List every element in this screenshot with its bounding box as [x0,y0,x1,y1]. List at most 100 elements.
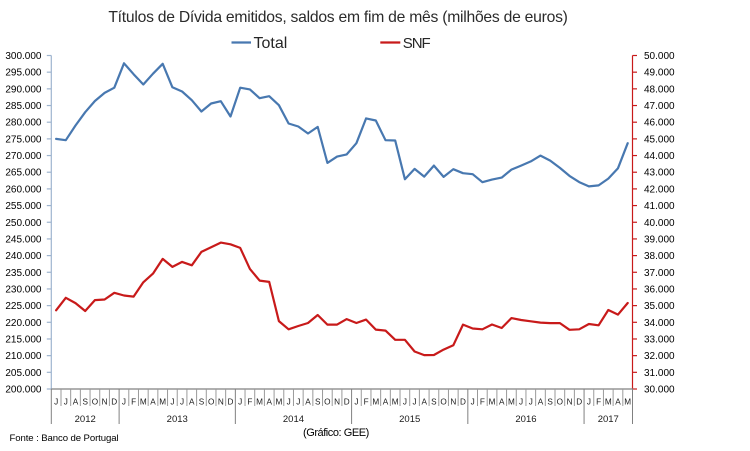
svg-text:S: S [431,398,437,407]
svg-text:Total: Total [254,35,288,52]
svg-text:A: A [615,398,621,407]
svg-text:N: N [567,398,573,407]
svg-text:270.000: 270.000 [5,151,42,162]
svg-text:J: J [471,398,475,407]
svg-text:O: O [324,398,330,407]
svg-text:F: F [131,398,136,407]
svg-text:38.000: 38.000 [644,251,675,262]
svg-text:A: A [73,398,79,407]
svg-text:M: M [140,398,147,407]
svg-text:M: M [276,398,283,407]
svg-text:225.000: 225.000 [5,301,42,312]
svg-text:F: F [364,398,369,407]
svg-text:F: F [480,398,485,407]
svg-text:275.000: 275.000 [5,134,42,145]
svg-text:M: M [508,398,515,407]
svg-text:33.000: 33.000 [644,334,675,345]
svg-text:45.000: 45.000 [644,134,675,145]
svg-text:43.000: 43.000 [644,168,675,179]
svg-text:D: D [228,398,234,407]
svg-text:M: M [489,398,496,407]
svg-text:J: J [403,398,407,407]
svg-text:S: S [199,398,205,407]
svg-text:S: S [315,398,321,407]
svg-text:255.000: 255.000 [5,201,42,212]
svg-text:J: J [238,398,242,407]
svg-text:M: M [605,398,612,407]
svg-text:N: N [102,398,108,407]
svg-text:280.000: 280.000 [5,118,42,129]
svg-text:J: J [64,398,68,407]
svg-text:O: O [557,398,563,407]
svg-text:210.000: 210.000 [5,351,42,362]
svg-text:F: F [596,398,601,407]
svg-text:2015: 2015 [399,414,420,425]
svg-text:220.000: 220.000 [5,318,42,329]
svg-text:D: D [576,398,582,407]
svg-text:A: A [538,398,544,407]
svg-text:O: O [208,398,214,407]
svg-text:235.000: 235.000 [5,268,42,279]
svg-text:245.000: 245.000 [5,234,42,245]
svg-text:46.000: 46.000 [644,118,675,129]
svg-text:N: N [334,398,340,407]
svg-text:47.000: 47.000 [644,101,675,112]
svg-text:250.000: 250.000 [5,218,42,229]
svg-text:O: O [440,398,446,407]
svg-text:49.000: 49.000 [644,68,675,79]
svg-text:Fonte : Banco de Portugal: Fonte : Banco de Portugal [10,433,119,444]
svg-text:J: J [296,398,300,407]
svg-text:2016: 2016 [515,414,536,425]
svg-text:37.000: 37.000 [644,268,675,279]
svg-text:240.000: 240.000 [5,251,42,262]
svg-text:30.000: 30.000 [644,385,675,396]
svg-text:48.000: 48.000 [644,84,675,95]
svg-text:M: M [256,398,263,407]
svg-text:31.000: 31.000 [644,368,675,379]
svg-text:J: J [587,398,591,407]
svg-text:A: A [189,398,195,407]
svg-text:J: J [170,398,174,407]
svg-text:S: S [82,398,88,407]
svg-text:N: N [218,398,224,407]
svg-text:O: O [92,398,98,407]
svg-text:39.000: 39.000 [644,234,675,245]
svg-text:J: J [122,398,126,407]
svg-text:44.000: 44.000 [644,151,675,162]
svg-text:M: M [624,398,631,407]
svg-text:2017: 2017 [598,414,619,425]
svg-text:290.000: 290.000 [5,84,42,95]
svg-text:2013: 2013 [167,414,188,425]
svg-text:(Gráfico: GEE): (Gráfico: GEE) [303,427,369,439]
svg-text:32.000: 32.000 [644,351,675,362]
svg-text:40.000: 40.000 [644,218,675,229]
svg-text:A: A [499,398,505,407]
svg-text:J: J [287,398,291,407]
svg-text:42.000: 42.000 [644,184,675,195]
svg-text:S: S [547,398,553,407]
svg-text:A: A [422,398,428,407]
svg-text:J: J [413,398,417,407]
svg-text:N: N [450,398,456,407]
svg-text:265.000: 265.000 [5,168,42,179]
svg-text:2014: 2014 [283,414,304,425]
svg-text:J: J [529,398,533,407]
svg-text:A: A [267,398,273,407]
svg-text:285.000: 285.000 [5,101,42,112]
svg-text:J: J [54,398,58,407]
svg-text:J: J [519,398,523,407]
svg-text:A: A [150,398,156,407]
svg-text:34.000: 34.000 [644,318,675,329]
svg-text:295.000: 295.000 [5,68,42,79]
svg-text:D: D [344,398,350,407]
svg-text:230.000: 230.000 [5,284,42,295]
svg-text:205.000: 205.000 [5,368,42,379]
svg-text:300.000: 300.000 [5,51,42,62]
svg-text:M: M [159,398,166,407]
svg-text:M: M [372,398,379,407]
svg-text:J: J [180,398,184,407]
svg-text:200.000: 200.000 [5,385,42,396]
svg-text:260.000: 260.000 [5,184,42,195]
svg-text:36.000: 36.000 [644,284,675,295]
svg-text:A: A [305,398,311,407]
